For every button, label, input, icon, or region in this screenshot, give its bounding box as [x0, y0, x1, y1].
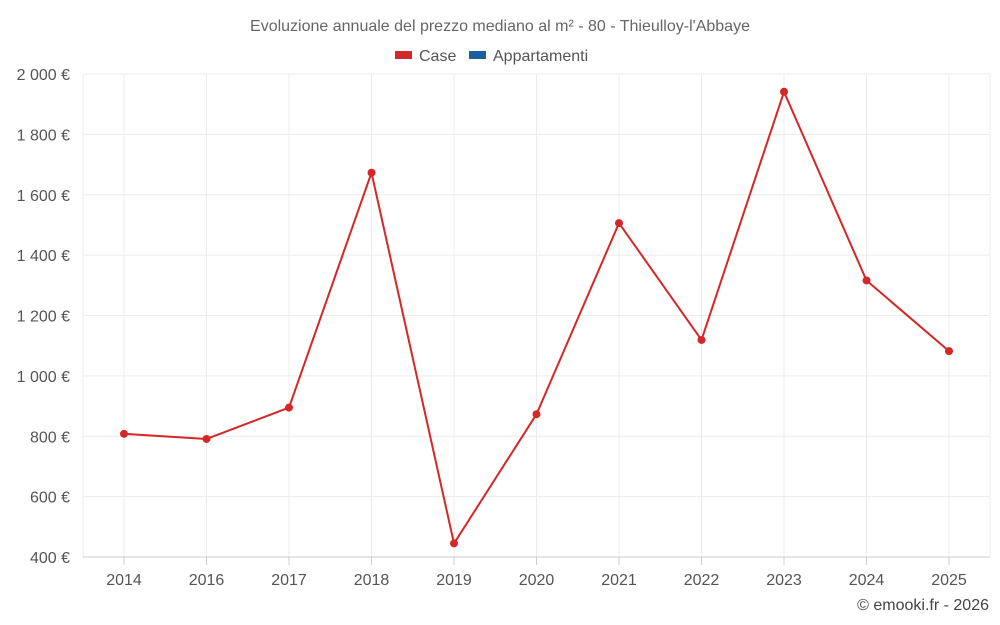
credit-text: © emooki.fr - 2026 — [857, 597, 989, 614]
y-tick-label: 1 000 € — [17, 369, 70, 386]
x-tick-label: 2024 — [849, 572, 885, 589]
legend-label-appartamenti: Appartamenti — [493, 48, 588, 65]
data-point-case[interactable] — [120, 429, 128, 438]
data-point-case[interactable] — [450, 539, 458, 548]
y-tick-label: 400 € — [30, 550, 70, 567]
x-tick-label: 2025 — [931, 572, 967, 589]
y-tick-label: 1 600 € — [17, 188, 70, 205]
data-point-case[interactable] — [615, 219, 623, 228]
x-gridlines — [82, 74, 991, 557]
legend-item-appartamenti[interactable]: Appartamenti — [469, 48, 588, 65]
x-tick-label: 2018 — [354, 572, 390, 589]
y-tick-label: 2 000 € — [17, 67, 70, 84]
legend-swatch-appartamenti — [469, 51, 486, 59]
x-tick-label: 2014 — [106, 572, 142, 589]
legend-label-case: Case — [419, 48, 456, 65]
y-tick-label: 1 400 € — [17, 248, 70, 265]
y-tick-label: 800 € — [30, 429, 70, 446]
y-tick-label: 1 200 € — [17, 309, 70, 326]
data-point-case[interactable] — [367, 168, 376, 177]
data-point-case[interactable] — [862, 276, 871, 285]
legend-swatch-case — [395, 51, 412, 59]
x-tick-label: 2017 — [271, 572, 307, 589]
legend: Case Appartamenti — [395, 48, 588, 65]
data-point-case[interactable] — [780, 87, 788, 96]
series-case — [120, 87, 953, 548]
y-tick-label: 600 € — [30, 490, 70, 507]
data-point-case[interactable] — [202, 434, 211, 443]
data-point-case[interactable] — [532, 410, 541, 419]
legend-item-case[interactable]: Case — [395, 48, 456, 65]
x-tick-label: 2016 — [189, 572, 225, 589]
x-tick-label: 2023 — [766, 572, 802, 589]
x-tick-label: 2020 — [519, 572, 555, 589]
x-axis-ticks: 2014 2016 2017 2018 2019 2020 2021 2022 2023 2024… — [106, 557, 967, 589]
data-point-case[interactable] — [285, 403, 293, 412]
data-point-case[interactable] — [697, 335, 706, 344]
data-point-case[interactable] — [945, 347, 953, 356]
x-tick-label: 2021 — [601, 572, 637, 589]
x-tick-label: 2019 — [436, 572, 472, 589]
y-axis-ticks: 400 € 600 € 800 € 1 000 € 1 200 € 1 400 € 1 60… — [17, 67, 70, 567]
y-tick-label: 1 800 € — [17, 127, 70, 144]
x-tick-label: 2022 — [684, 572, 720, 589]
chart-title: Evoluzione annuale del prezzo mediano al… — [250, 18, 750, 35]
